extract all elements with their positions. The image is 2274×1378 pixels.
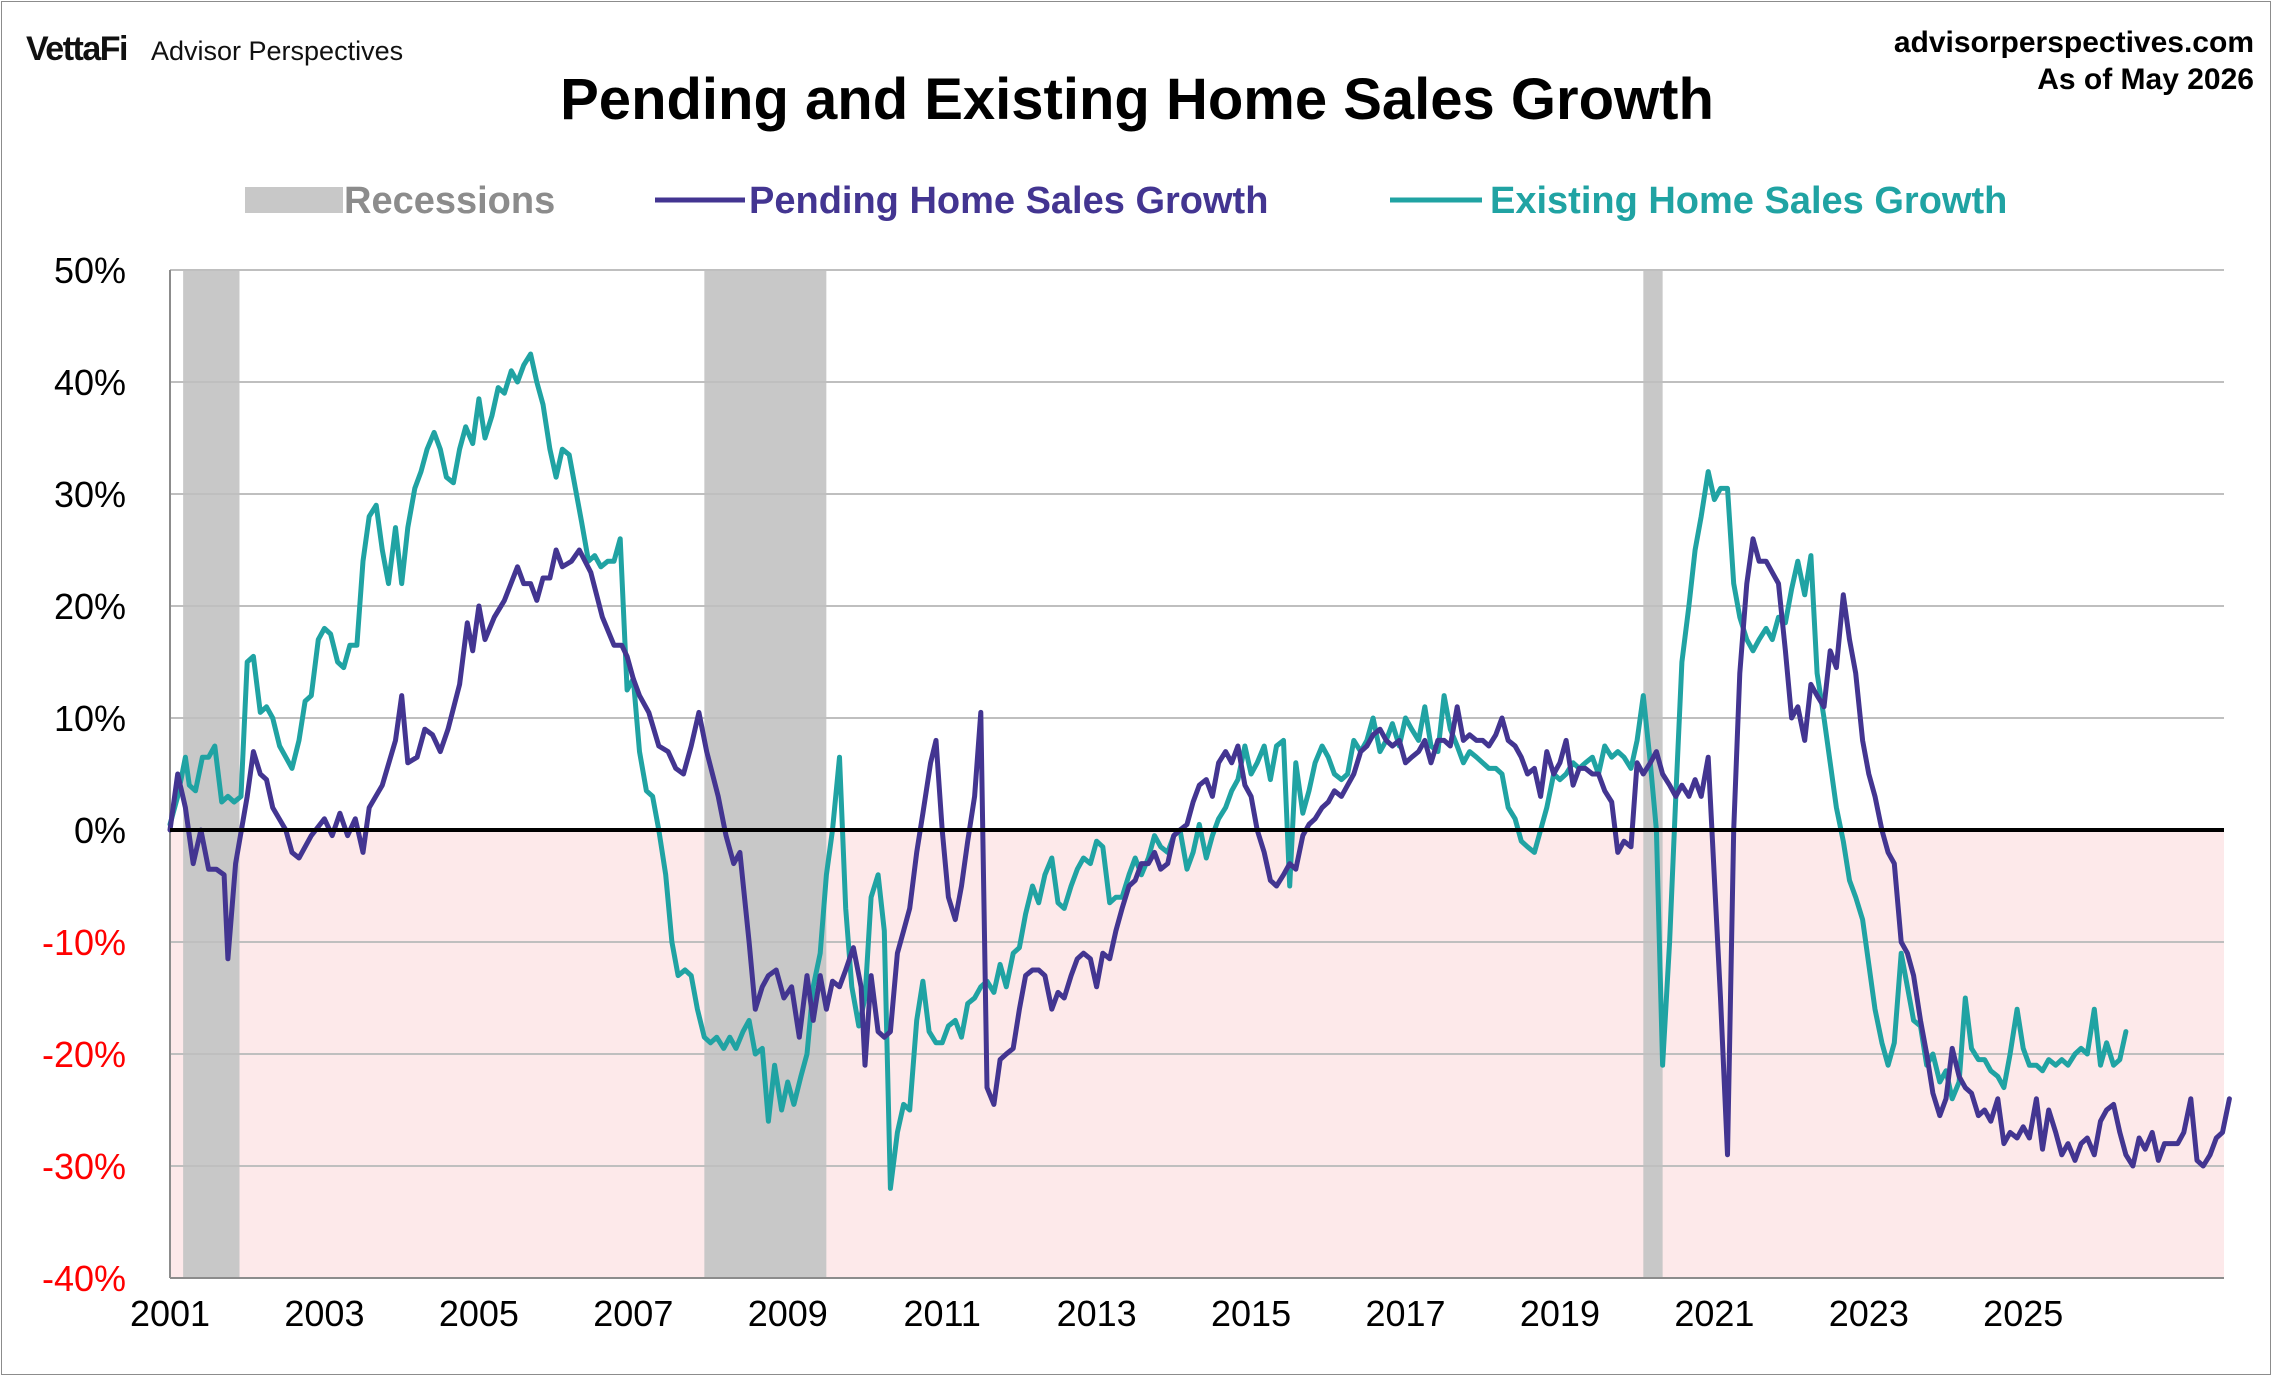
y-tick-label: -40% <box>42 1258 126 1299</box>
x-tick-label: 2019 <box>1520 1293 1600 1334</box>
recession-band <box>183 270 240 1278</box>
x-tick-label: 2003 <box>284 1293 364 1334</box>
x-tick-label: 2015 <box>1211 1293 1291 1334</box>
legend-swatch-recessions <box>245 187 343 213</box>
y-tick-label: 0% <box>74 810 126 851</box>
x-tick-label: 2011 <box>903 1293 980 1334</box>
existing-home-sales-line <box>167 351 2129 1191</box>
x-tick-label: 2017 <box>1365 1293 1445 1334</box>
site-url: advisorperspectives.com <box>1893 26 2254 59</box>
y-tick-label: 20% <box>54 586 126 627</box>
x-tick-label: 2023 <box>1829 1293 1909 1334</box>
brand-block: VettaFi Advisor Perspectives <box>26 30 403 69</box>
x-tick-label: 2013 <box>1057 1293 1137 1334</box>
y-tick-label: 30% <box>54 474 126 515</box>
x-tick-label: 2005 <box>439 1293 519 1334</box>
source-block: advisorperspectives.com As of May 2026 <box>1894 24 2254 98</box>
y-tick-label: 40% <box>54 362 126 403</box>
plot-area: 50% 40% 30% 20% 10% 0% -10% -20% -30% -40%2001 200… <box>42 250 2232 1334</box>
legend-label-existing: Existing Home Sales Growth <box>1490 180 2007 222</box>
vettafi-logo: VettaFi <box>26 30 128 68</box>
brand-subtitle: Advisor Perspectives <box>150 36 404 66</box>
legend: Recessions Pending Home Sales Growth Exist… <box>245 180 2007 222</box>
as-of-date: As of May 2026 <box>2037 63 2254 96</box>
x-tick-label: 2025 <box>1983 1293 2063 1334</box>
legend-label-recessions: Recessions <box>344 180 555 222</box>
y-tick-label: 10% <box>54 698 126 739</box>
y-tick-label: -30% <box>42 1146 126 1187</box>
y-tick-label: -10% <box>42 922 126 963</box>
x-tick-label: 2001 <box>130 1293 210 1334</box>
x-tick-label: 2009 <box>748 1293 828 1334</box>
y-tick-label: -20% <box>42 1034 126 1075</box>
x-tick-label: 2021 <box>1674 1293 1754 1334</box>
pending-home-sales-line <box>167 536 2232 1169</box>
chart-title: Pending and Existing Home Sales Growth <box>560 67 1714 132</box>
legend-label-pending: Pending Home Sales Growth <box>749 180 1268 222</box>
x-tick-label: 2007 <box>593 1293 673 1334</box>
y-tick-label: 50% <box>54 250 126 291</box>
recession-band <box>704 270 827 1278</box>
